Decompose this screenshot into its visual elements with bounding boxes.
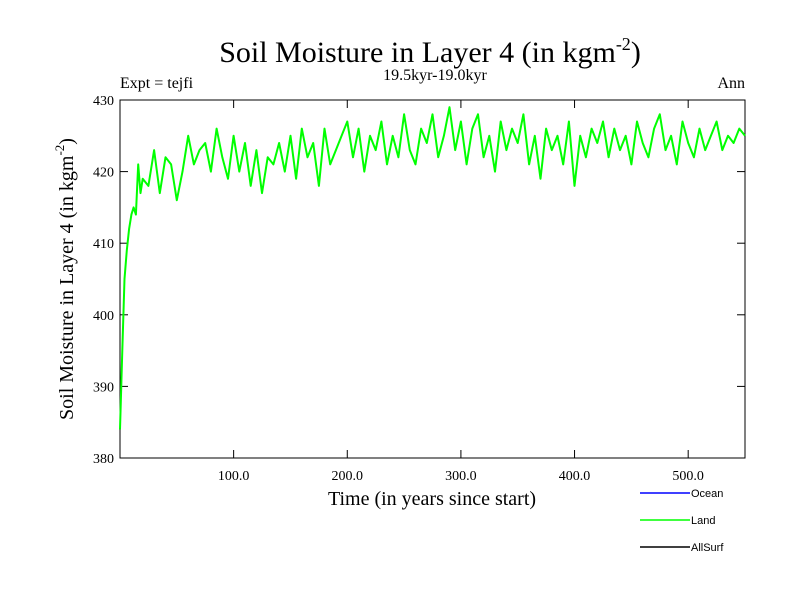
series-layer <box>119 106 746 430</box>
y-tick-label: 420 <box>93 166 114 181</box>
chart-title-superscript: -2 <box>616 34 631 54</box>
x-tick-label: 500.0 <box>672 469 704 484</box>
legend: Ocean Land AllSurf <box>640 488 724 554</box>
legend-label-allsurf: AllSurf <box>691 542 724 554</box>
chart-title: Soil Moisture in Layer 4 (in kgm-2) <box>219 34 641 69</box>
y-tick-label: 410 <box>93 237 114 252</box>
legend-label-ocean: Ocean <box>691 488 723 500</box>
series-line-land <box>119 106 746 430</box>
x-tick-label: 300.0 <box>445 469 477 484</box>
y-tick-label: 430 <box>93 94 114 109</box>
y-axis-ticks: 380 390 400 410 420 430 <box>93 94 745 467</box>
y-tick-label: 380 <box>93 452 114 467</box>
legend-label-land: Land <box>691 515 715 527</box>
x-axis-label: Time (in years since start) <box>328 488 536 510</box>
x-tick-label: 400.0 <box>559 469 591 484</box>
x-axis-ticks: 100.0 200.0 300.0 400.0 500.0 <box>218 100 704 484</box>
period-label: 19.5kyr-19.0kyr <box>383 67 487 84</box>
season-label: Ann <box>717 75 745 92</box>
experiment-label: Expt = tejfi <box>120 75 194 92</box>
chart-title-close: ) <box>631 36 641 69</box>
x-tick-label: 200.0 <box>332 469 364 484</box>
x-tick-label: 100.0 <box>218 469 250 484</box>
y-axis-label-close: ) <box>56 138 78 145</box>
plot-frame <box>119 99 746 459</box>
y-axis-label-superscript: -2 <box>52 145 67 156</box>
y-axis-label: Soil Moisture in Layer 4 (in kgm-2) <box>52 138 78 420</box>
y-tick-label: 390 <box>93 380 114 395</box>
y-tick-label: 400 <box>93 309 114 324</box>
